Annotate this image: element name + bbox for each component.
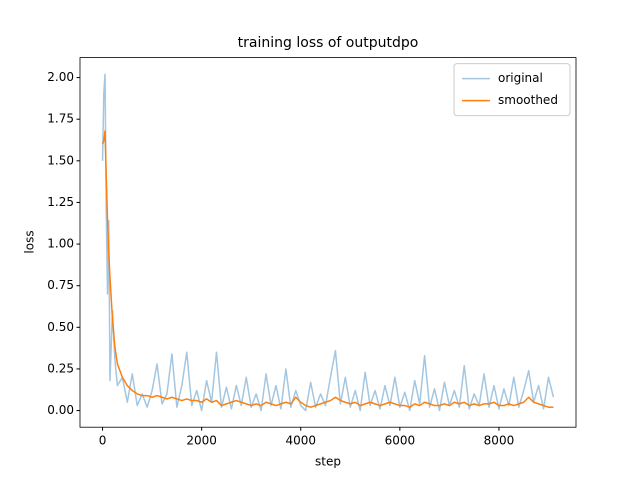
y-tick-label: 0.50 — [47, 320, 74, 334]
x-tick-label: 8000 — [484, 434, 515, 448]
y-tick-label: 1.00 — [47, 237, 74, 251]
x-tick-label: 0 — [99, 434, 107, 448]
legend-label: original — [498, 71, 543, 85]
y-tick-label: 2.00 — [47, 70, 74, 84]
y-tick-label: 1.25 — [47, 195, 74, 209]
x-tick-label: 6000 — [385, 434, 416, 448]
line-original — [101, 73, 555, 412]
x-tick-label: 4000 — [285, 434, 316, 448]
chart-title: training loss of outputdpo — [238, 35, 419, 51]
y-tick-label: 1.50 — [47, 153, 74, 167]
y-tick-label: 1.75 — [47, 112, 74, 126]
y-tick-label: 0.75 — [47, 278, 74, 292]
y-tick-label: 0.00 — [47, 403, 74, 417]
y-axis-label: loss — [23, 230, 37, 253]
line-smoothed — [101, 130, 554, 408]
plot-frame — [79, 57, 577, 428]
x-tick-label: 2000 — [186, 434, 217, 448]
legend-box — [453, 63, 571, 117]
y-tick-label: 0.25 — [47, 361, 74, 375]
legend-label: smoothed — [498, 93, 558, 107]
x-axis-label: step — [315, 455, 341, 469]
